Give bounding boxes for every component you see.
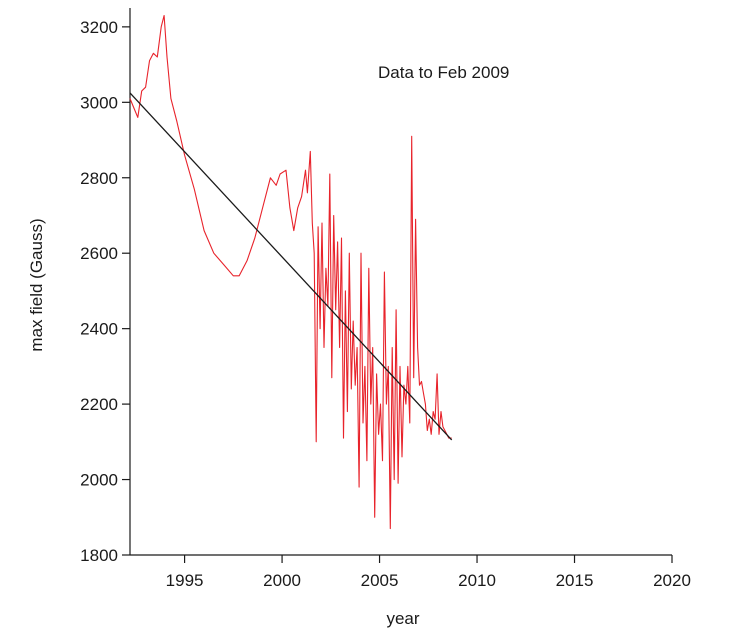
y-tick-label: 2000 bbox=[80, 471, 118, 490]
x-tick-label: 2010 bbox=[458, 571, 496, 590]
field-data-line bbox=[129, 14, 452, 530]
chart-annotation: Data to Feb 2009 bbox=[378, 63, 509, 82]
axes bbox=[129, 8, 672, 556]
y-tick-label: 2200 bbox=[80, 395, 118, 414]
y-axis-label: max field (Gauss) bbox=[27, 218, 46, 351]
x-tick-label: 2000 bbox=[263, 571, 301, 590]
y-tick-label: 3000 bbox=[80, 93, 118, 112]
y-tick-label: 1800 bbox=[80, 546, 118, 565]
y-tick-label: 2400 bbox=[80, 320, 118, 339]
x-tick-label: 1995 bbox=[166, 571, 204, 590]
x-ticks: 1995 2000 2005 2010 2015 2020 bbox=[166, 555, 691, 590]
plot-series bbox=[129, 14, 453, 530]
y-tick-label: 2600 bbox=[80, 244, 118, 263]
x-axis-label: year bbox=[386, 609, 419, 628]
x-tick-label: 2020 bbox=[653, 571, 691, 590]
y-ticks: 1800 2000 2200 2400 2600 2800 3000 3200 bbox=[80, 18, 130, 565]
x-tick-label: 2015 bbox=[556, 571, 594, 590]
y-tick-label: 3200 bbox=[80, 18, 118, 37]
x-tick-label: 2005 bbox=[361, 571, 399, 590]
trend-line bbox=[129, 92, 453, 441]
y-tick-label: 2800 bbox=[80, 169, 118, 188]
